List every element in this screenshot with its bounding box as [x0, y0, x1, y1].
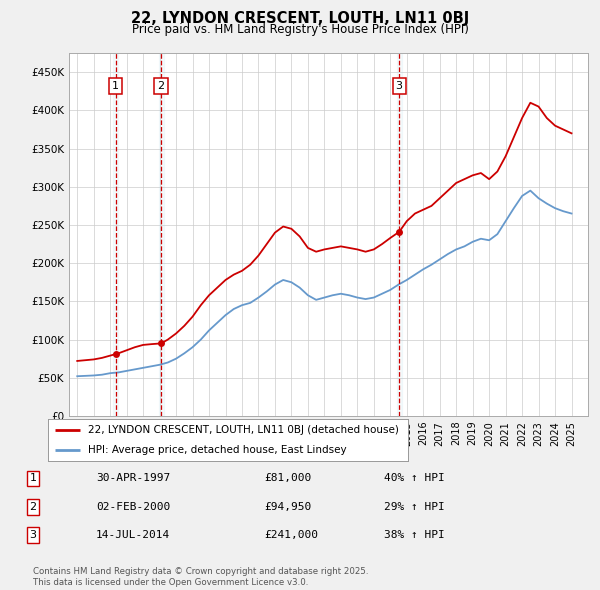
Text: 29% ↑ HPI: 29% ↑ HPI — [384, 502, 445, 512]
Text: HPI: Average price, detached house, East Lindsey: HPI: Average price, detached house, East… — [88, 445, 346, 455]
Text: Price paid vs. HM Land Registry's House Price Index (HPI): Price paid vs. HM Land Registry's House … — [131, 23, 469, 36]
Text: 30-APR-1997: 30-APR-1997 — [96, 474, 170, 483]
Text: 2: 2 — [158, 81, 164, 91]
Text: £94,950: £94,950 — [264, 502, 311, 512]
Bar — [397, 53, 401, 416]
Text: 1: 1 — [112, 81, 119, 91]
Text: Contains HM Land Registry data © Crown copyright and database right 2025.
This d: Contains HM Land Registry data © Crown c… — [33, 568, 368, 586]
Text: £241,000: £241,000 — [264, 530, 318, 540]
Bar — [158, 53, 164, 416]
Text: £81,000: £81,000 — [264, 474, 311, 483]
Text: 2: 2 — [29, 502, 37, 512]
Text: 22, LYNDON CRESCENT, LOUTH, LN11 0BJ (detached house): 22, LYNDON CRESCENT, LOUTH, LN11 0BJ (de… — [88, 425, 398, 435]
Text: 40% ↑ HPI: 40% ↑ HPI — [384, 474, 445, 483]
Text: 14-JUL-2014: 14-JUL-2014 — [96, 530, 170, 540]
Text: 3: 3 — [395, 81, 403, 91]
Text: 3: 3 — [29, 530, 37, 540]
Text: 22, LYNDON CRESCENT, LOUTH, LN11 0BJ: 22, LYNDON CRESCENT, LOUTH, LN11 0BJ — [131, 11, 469, 27]
Text: 38% ↑ HPI: 38% ↑ HPI — [384, 530, 445, 540]
Text: 02-FEB-2000: 02-FEB-2000 — [96, 502, 170, 512]
Bar — [113, 53, 118, 416]
Text: 1: 1 — [29, 474, 37, 483]
